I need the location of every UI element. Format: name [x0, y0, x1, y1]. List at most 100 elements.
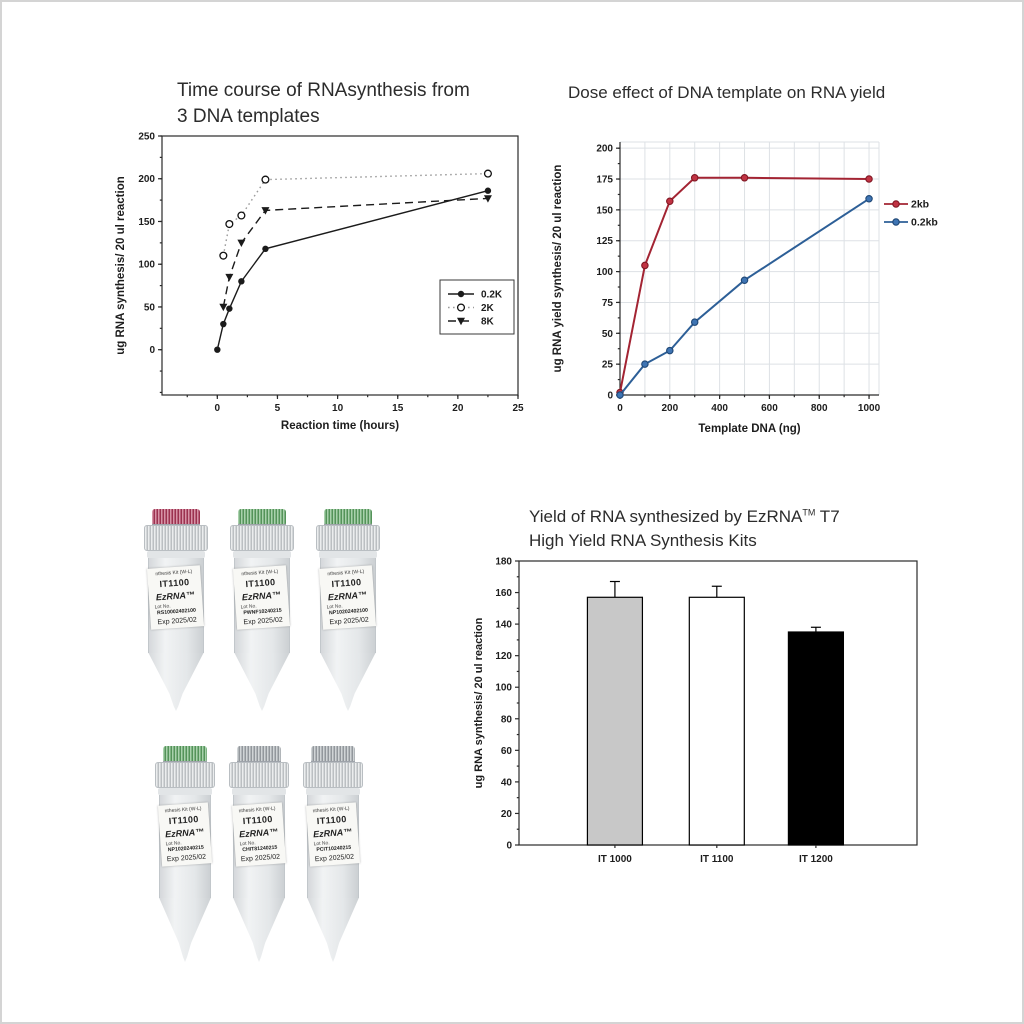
x-axis-label: Reaction time (hours)	[281, 420, 399, 432]
title-line: High Yield RNA Synthesis Kits	[529, 530, 757, 550]
tube-brand: EzRNA™	[165, 826, 205, 840]
tube-row-bottom: nthesis Kit (W-L) IT1100 EzRNA™ Lot No. …	[155, 746, 363, 962]
time-course-chart: 0 5 10 15 20 25 0 50 100 150 200 250 Reaction time (…	[102, 127, 542, 447]
title-line: Time course of RNAsynthesis from	[177, 80, 470, 101]
dose-effect-svg: 0 200 400 600 800 1000 0 25 50 75 100 125 150 175 200 T…	[552, 141, 938, 435]
tube-row-top: nthesis Kit (W-L) IT1100 EzRNA™ Lot No. …	[144, 509, 380, 711]
tube-label: nthesis Kit (W-L) IT1100 EzRNA™ Lot No. …	[306, 802, 360, 867]
tick-label: 0	[215, 403, 221, 414]
dose-effect-chart: 0 200 400 600 800 1000 0 25 50 75 100 125 150 175 200 T…	[547, 132, 967, 452]
tube-cone	[148, 653, 204, 711]
tube-cone	[307, 898, 359, 962]
tick-label: 200	[596, 144, 613, 155]
axes	[158, 135, 519, 399]
tick-label: 50	[602, 329, 614, 340]
tube-model-code: IT1100	[242, 814, 274, 827]
reagent-tube: nthesis Kit (W-L) IT1100 EzRNA™ Lot No. …	[229, 746, 289, 962]
series-line-2kb	[619, 176, 870, 393]
data-point	[740, 276, 749, 284]
tube-cone	[320, 653, 376, 711]
tube-model-code: IT1100	[159, 577, 191, 590]
reagent-tube: nthesis Kit (W-L) IT1100 EzRNA™ Lot No. …	[316, 509, 380, 711]
data-point	[865, 175, 873, 183]
tube-cap-collar	[155, 762, 215, 788]
tick-label: 250	[138, 132, 155, 143]
tube-expiry: Exp 2025/02	[243, 616, 284, 627]
tube-cone	[233, 898, 285, 962]
category-label: IT 1000	[598, 854, 632, 865]
tube-cap-collar	[303, 762, 363, 788]
tube-neck	[306, 788, 360, 795]
tube-body: nthesis Kit (W-L) IT1100 EzRNA™ Lot No. …	[232, 795, 286, 898]
data-point	[641, 360, 649, 368]
tube-expiry: Exp 2025/02	[157, 616, 198, 627]
data-point	[484, 187, 492, 194]
tick-label: 150	[138, 217, 155, 228]
data-point	[237, 239, 246, 248]
gridlines	[620, 141, 880, 395]
tube-cone	[234, 653, 290, 711]
tube-cap-collar	[144, 525, 208, 551]
tube-cap-collar	[316, 525, 380, 551]
tube-cap-collar	[229, 762, 289, 788]
tube-model-code: IT1100	[331, 577, 363, 590]
y-axis-label: ug RNA yield synthesis/ 20 ul reaction	[552, 165, 564, 373]
data-point	[225, 219, 234, 229]
tube-neck	[233, 551, 291, 558]
tick-label: 0	[149, 345, 155, 356]
data-point	[483, 195, 492, 203]
tube-expiry: Exp 2025/02	[314, 853, 355, 864]
tick-label: 100	[138, 260, 155, 271]
data-point	[214, 346, 221, 353]
legend-label: 8K	[481, 317, 495, 328]
tick-label: 175	[596, 175, 613, 186]
tick-label: 125	[596, 236, 613, 247]
data-point	[666, 346, 674, 355]
axes	[616, 142, 879, 399]
tube-model-code: IT1100	[245, 577, 277, 590]
error-bar	[711, 585, 722, 598]
yield-bar-chart: 0 20 40 60 80 100 120 140 160 180 ug RNA synthesis…	[462, 552, 952, 882]
tube-neck	[232, 788, 286, 795]
tube-expiry: Exp 2025/02	[329, 616, 370, 627]
yield-bars-svg: 0 20 40 60 80 100 120 140 160 180 ug RNA synthesis…	[473, 557, 918, 865]
x-axis-label: Template DNA (ng)	[698, 423, 800, 435]
y-axis-label: ug RNA synthesis/ 20 ul reaction	[115, 176, 127, 355]
data-point	[690, 318, 699, 326]
reagent-tube: nthesis Kit (W-L) IT1100 EzRNA™ Lot No. …	[230, 509, 294, 711]
tick-label: 200	[661, 403, 678, 414]
tube-label: nthesis Kit (W-L) IT1100 EzRNA™ Lot No. …	[233, 565, 291, 630]
tick-label: 180	[495, 557, 512, 568]
data-point	[456, 303, 466, 312]
tube-expiry: Exp 2025/02	[166, 853, 207, 864]
tube-cap-icon	[324, 509, 372, 524]
tick-label: 50	[144, 302, 156, 313]
tick-label: 160	[495, 588, 512, 599]
data-point	[457, 317, 465, 326]
tick-label: 0	[607, 391, 613, 402]
tube-label: nthesis Kit (W-L) IT1100 EzRNA™ Lot No. …	[147, 565, 205, 630]
tick-label: 80	[501, 714, 513, 725]
tick-label: 0	[506, 841, 512, 852]
data-point	[261, 175, 270, 184]
tick-label: 25	[602, 360, 614, 371]
tube-brand: EzRNA™	[313, 826, 353, 840]
tick-label: 800	[811, 403, 828, 414]
tube-cap-icon	[310, 746, 356, 761]
tick-label: 5	[275, 403, 281, 414]
data-point	[483, 169, 492, 178]
category-label: IT 1200	[799, 854, 833, 865]
data-point	[892, 218, 900, 226]
data-point	[220, 320, 227, 328]
tube-brand: EzRNA™	[239, 826, 279, 840]
category-label: IT 1100	[700, 854, 734, 865]
trademark-superscript: TM	[802, 507, 816, 518]
series-line-0.2K	[216, 190, 489, 350]
tube-neck	[147, 551, 205, 558]
tick-label: 75	[602, 298, 614, 309]
tube-cap-icon	[238, 509, 286, 524]
data-point	[690, 174, 699, 182]
legend-label: 2kb	[911, 199, 929, 211]
